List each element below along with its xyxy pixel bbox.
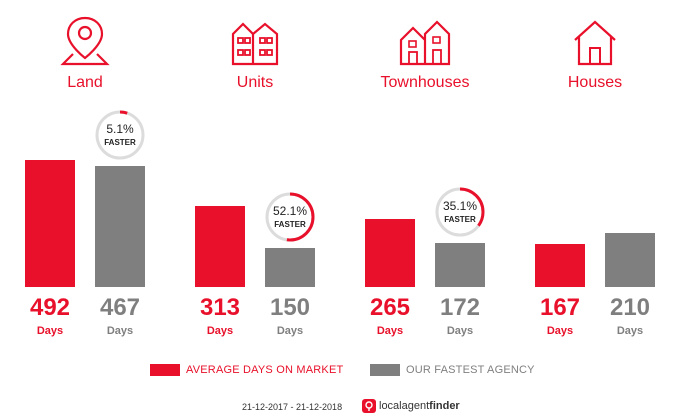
unit-label-units-average: Days	[206, 325, 234, 337]
value-label-houses-fastest: 210	[609, 294, 651, 321]
value-label-townhouses-fastest: 172	[439, 294, 481, 321]
legend-label-fastest: OUR FASTEST AGENCY	[406, 364, 535, 376]
faster-percent-land: 5.1%	[106, 122, 134, 137]
value-label-townhouses-average: 265	[369, 294, 411, 321]
bar-houses-average	[535, 243, 585, 287]
faster-badge-units: 52.1% FASTER	[264, 191, 316, 243]
faster-label-units: FASTER	[274, 220, 306, 230]
bar-houses-fastest	[605, 232, 655, 287]
legend-swatch-average	[150, 364, 180, 376]
bar-townhouses-fastest	[435, 242, 485, 287]
footer-date-range: 21-12-2017 - 21-12-2018	[242, 402, 343, 412]
unit-label-houses-average: Days	[546, 325, 574, 337]
unit-label-land-fastest: Days	[106, 325, 134, 337]
bar-land-average	[25, 160, 75, 287]
map-pin-icon	[55, 14, 115, 68]
faster-label-townhouses: FASTER	[444, 214, 476, 224]
faster-percent-townhouses: 35.1%	[442, 198, 478, 213]
value-label-units-fastest: 150	[269, 294, 311, 321]
faster-badge-land: 5.1% FASTER	[94, 109, 146, 161]
brand-logo[interactable]: localagentfinder	[362, 398, 460, 414]
bar-land-fastest	[95, 166, 145, 287]
brand-logo-icon	[362, 399, 376, 413]
bar-units-fastest	[265, 248, 315, 287]
unit-label-townhouses-fastest: Days	[446, 325, 474, 337]
brand-logo-text: localagentfinder	[379, 400, 460, 412]
value-label-land-fastest: 467	[99, 294, 141, 321]
value-label-houses-average: 167	[539, 294, 581, 321]
faster-label-land: FASTER	[104, 138, 136, 148]
bar-townhouses-average	[365, 218, 415, 287]
legend-swatch-fastest	[370, 364, 400, 376]
category-label-townhouses: Townhouses	[380, 74, 470, 91]
unit-label-houses-fastest: Days	[616, 325, 644, 337]
legend-label-average: AVERAGE DAYS ON MARKET	[186, 364, 344, 376]
category-label-units: Units	[236, 74, 274, 91]
unit-label-units-fastest: Days	[276, 325, 304, 337]
unit-label-land-average: Days	[36, 325, 64, 337]
faster-badge-townhouses: 35.1% FASTER	[434, 186, 486, 238]
category-label-houses: Houses	[567, 74, 623, 91]
unit-label-townhouses-average: Days	[376, 325, 404, 337]
units-building-icon	[225, 14, 285, 68]
category-label-land: Land	[67, 74, 103, 91]
townhouses-icon	[395, 14, 455, 68]
faster-percent-units: 52.1%	[272, 204, 308, 219]
value-label-land-average: 492	[29, 294, 71, 321]
bar-units-average	[195, 206, 245, 287]
house-icon	[565, 14, 625, 68]
value-label-units-average: 313	[199, 294, 241, 321]
